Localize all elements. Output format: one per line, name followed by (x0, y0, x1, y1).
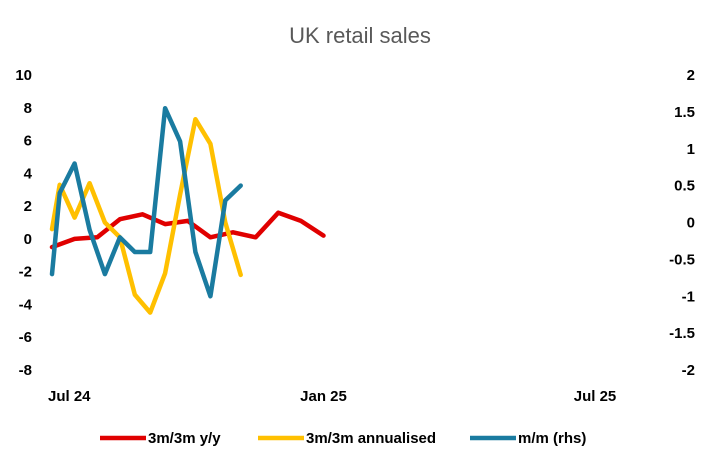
y-left-tick-label: 10 (15, 67, 32, 84)
y-right-tick-label: -0.5 (669, 251, 695, 268)
x-tick-label: Jan 25 (300, 388, 347, 405)
chart-title: UK retail sales (289, 23, 431, 48)
y-right-tick-label: 1.5 (674, 104, 695, 121)
series-line-3m-3m-y-y (49, 210, 326, 250)
chart-legend: 3m/3m y/y 3m/3m annualised m/m (rhs) (100, 430, 586, 447)
y-right-tick-label: 1 (687, 141, 695, 158)
series-line-3m-3m-annualised (49, 116, 243, 315)
y-left-tick-label: 4 (24, 165, 33, 182)
chart-series (49, 105, 326, 315)
series-line-m-m-rhs- (49, 105, 243, 299)
y-right-tick-label: 2 (687, 67, 695, 84)
legend-label: 3m/3m annualised (306, 430, 436, 447)
y-left-tick-label: -4 (19, 296, 33, 313)
y-left-tick-label: -2 (19, 264, 32, 281)
legend-label: m/m (rhs) (518, 430, 586, 447)
y-left-tick-label: 2 (24, 198, 32, 215)
y-left-tick-label: 0 (24, 231, 32, 248)
legend-label: 3m/3m y/y (148, 430, 221, 447)
chart-axes: -8 -6 -4 -2 0 2 4 6 8 10 -2 -1.5 -1 -0.5 0 0.5 1 1.5 2 Jul … (15, 67, 695, 405)
y-right-tick-label: -1.5 (669, 325, 695, 342)
y-left-tick-label: -6 (19, 329, 32, 346)
y-left-tick-label: 6 (24, 133, 32, 150)
y-left-tick-label: -8 (19, 362, 32, 379)
y-right-tick-label: -1 (682, 288, 695, 305)
y-right-tick-label: 0 (687, 215, 695, 232)
y-right-tick-label: 0.5 (674, 178, 695, 195)
y-right-tick-label: -2 (682, 362, 695, 379)
x-tick-label: Jul 24 (48, 388, 91, 405)
y-left-tick-label: 8 (24, 100, 32, 117)
x-tick-label: Jul 25 (574, 388, 617, 405)
